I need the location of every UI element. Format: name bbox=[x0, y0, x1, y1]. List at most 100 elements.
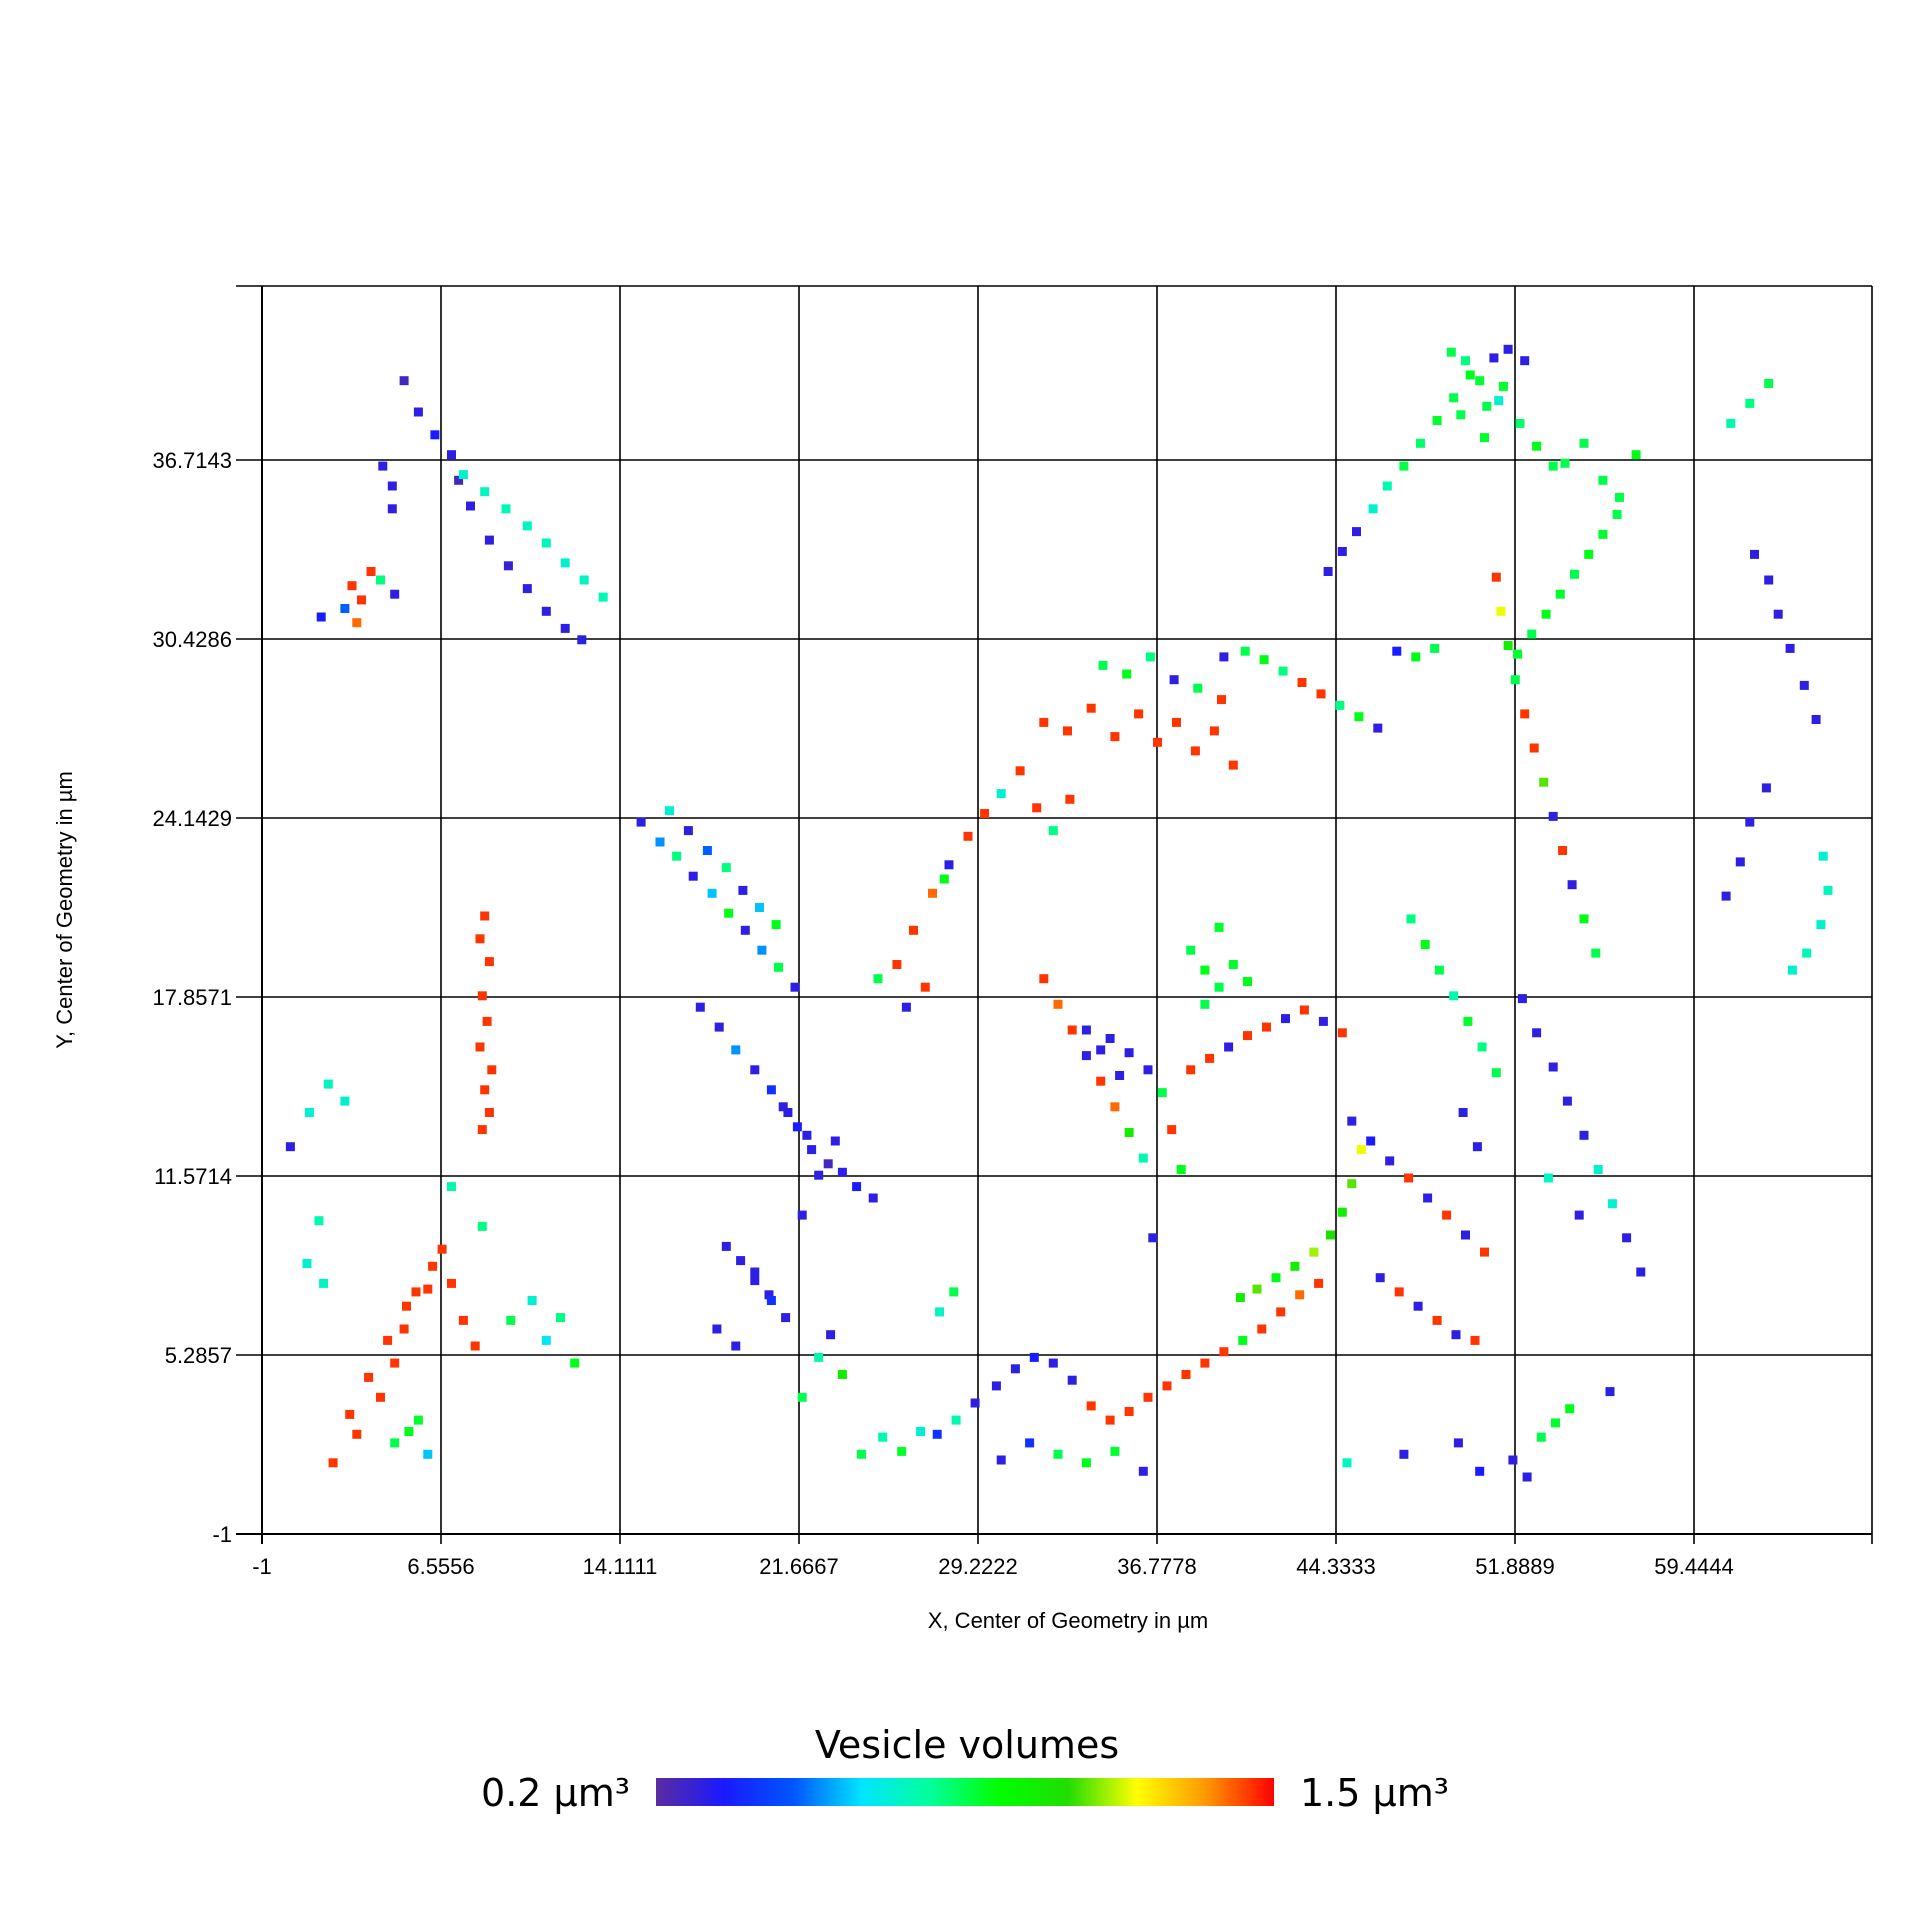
data-point bbox=[1465, 370, 1475, 380]
y-tick-label: 30.4286 bbox=[152, 627, 232, 652]
data-point bbox=[939, 874, 949, 884]
data-point bbox=[598, 592, 608, 602]
data-point bbox=[1631, 450, 1641, 460]
data-point bbox=[1548, 1062, 1558, 1072]
data-point bbox=[1802, 948, 1812, 958]
data-point bbox=[852, 1182, 862, 1192]
data-point bbox=[314, 1216, 324, 1226]
data-point bbox=[1721, 891, 1731, 901]
data-point bbox=[1122, 669, 1132, 679]
data-point bbox=[302, 1259, 312, 1268]
data-point bbox=[1115, 1071, 1125, 1080]
data-point bbox=[411, 1287, 421, 1297]
data-point bbox=[1539, 777, 1549, 787]
x-tick-label: 29.2222 bbox=[938, 1554, 1018, 1579]
data-point bbox=[1532, 441, 1542, 451]
data-point bbox=[316, 612, 326, 622]
data-point bbox=[1555, 589, 1565, 599]
x-tick-label: 44.3333 bbox=[1296, 1554, 1376, 1579]
data-point bbox=[1356, 1145, 1366, 1155]
data-point bbox=[1430, 643, 1440, 653]
data-point bbox=[1548, 811, 1558, 821]
data-point bbox=[1297, 678, 1307, 687]
data-point bbox=[1219, 1347, 1229, 1357]
data-point bbox=[1337, 1207, 1347, 1217]
data-point bbox=[376, 575, 385, 585]
data-point bbox=[1461, 1230, 1470, 1240]
data-point bbox=[1432, 1315, 1442, 1325]
data-point bbox=[541, 1335, 551, 1345]
data-point bbox=[357, 595, 366, 605]
data-point bbox=[878, 1432, 888, 1442]
data-point bbox=[1217, 695, 1226, 705]
data-point bbox=[399, 1324, 409, 1334]
data-point bbox=[1392, 646, 1402, 656]
data-point bbox=[764, 1290, 774, 1300]
x-tick-label: 59.4444 bbox=[1654, 1554, 1734, 1579]
data-point bbox=[1622, 1233, 1632, 1243]
data-point bbox=[1290, 1261, 1300, 1271]
data-point bbox=[1053, 999, 1063, 1009]
data-point bbox=[1423, 1193, 1433, 1203]
data-point bbox=[1105, 1415, 1115, 1425]
data-point bbox=[383, 1335, 393, 1345]
data-point bbox=[1548, 461, 1558, 471]
data-point bbox=[1200, 965, 1210, 975]
y-tick-label: 17.8571 bbox=[152, 985, 232, 1010]
data-point bbox=[1558, 846, 1568, 855]
data-point bbox=[560, 623, 570, 633]
data-point bbox=[1316, 689, 1326, 699]
data-point bbox=[1489, 353, 1499, 363]
data-point bbox=[944, 860, 954, 870]
data-point bbox=[1579, 438, 1589, 448]
data-point bbox=[1543, 1173, 1553, 1183]
data-point bbox=[702, 846, 712, 855]
data-point bbox=[477, 991, 487, 1001]
data-point bbox=[695, 1002, 705, 1012]
data-point bbox=[1219, 652, 1229, 662]
data-point bbox=[736, 1256, 746, 1266]
data-point bbox=[1167, 1125, 1177, 1135]
data-point bbox=[1496, 606, 1506, 616]
data-point bbox=[503, 561, 513, 571]
data-point bbox=[1110, 732, 1120, 742]
data-point bbox=[1039, 974, 1049, 984]
data-point bbox=[541, 606, 551, 616]
data-point bbox=[430, 430, 440, 440]
colorbar-title: Vesicle volumes bbox=[815, 1723, 1119, 1767]
data-point bbox=[1503, 344, 1513, 354]
data-point bbox=[1347, 1179, 1357, 1189]
x-axis-title: X, Center of Geometry in µm bbox=[928, 1608, 1208, 1633]
data-point bbox=[1295, 1290, 1305, 1300]
data-point bbox=[1598, 475, 1608, 485]
data-point bbox=[1096, 1076, 1106, 1086]
data-point bbox=[672, 851, 682, 861]
data-point bbox=[1262, 1022, 1271, 1032]
data-point bbox=[522, 521, 532, 531]
data-point bbox=[454, 475, 464, 485]
data-point bbox=[783, 1108, 793, 1117]
data-point bbox=[750, 1267, 760, 1277]
data-point bbox=[1472, 1142, 1482, 1152]
data-point bbox=[1529, 743, 1539, 753]
data-point bbox=[1508, 1455, 1518, 1465]
data-point bbox=[1574, 1210, 1584, 1220]
x-tick-label: 51.8889 bbox=[1475, 1554, 1555, 1579]
y-tick-label: 5.2857 bbox=[165, 1343, 232, 1368]
data-point bbox=[980, 809, 990, 818]
data-point bbox=[570, 1358, 580, 1368]
data-point bbox=[935, 1307, 945, 1317]
data-point bbox=[1224, 1042, 1234, 1052]
y-tick-label: -1 bbox=[212, 1522, 232, 1547]
data-point bbox=[1453, 1438, 1463, 1448]
data-point bbox=[1342, 1458, 1352, 1468]
data-point bbox=[1520, 356, 1530, 366]
data-point bbox=[323, 1079, 333, 1089]
data-point bbox=[740, 925, 750, 935]
data-point bbox=[951, 1415, 961, 1425]
colorbar: Vesicle volumes 0.2 µm³ 1.5 µm³ bbox=[481, 1723, 1449, 1815]
data-point bbox=[1065, 794, 1075, 804]
data-point bbox=[1347, 1116, 1357, 1126]
data-point bbox=[1494, 396, 1504, 406]
data-point bbox=[1143, 1065, 1153, 1075]
